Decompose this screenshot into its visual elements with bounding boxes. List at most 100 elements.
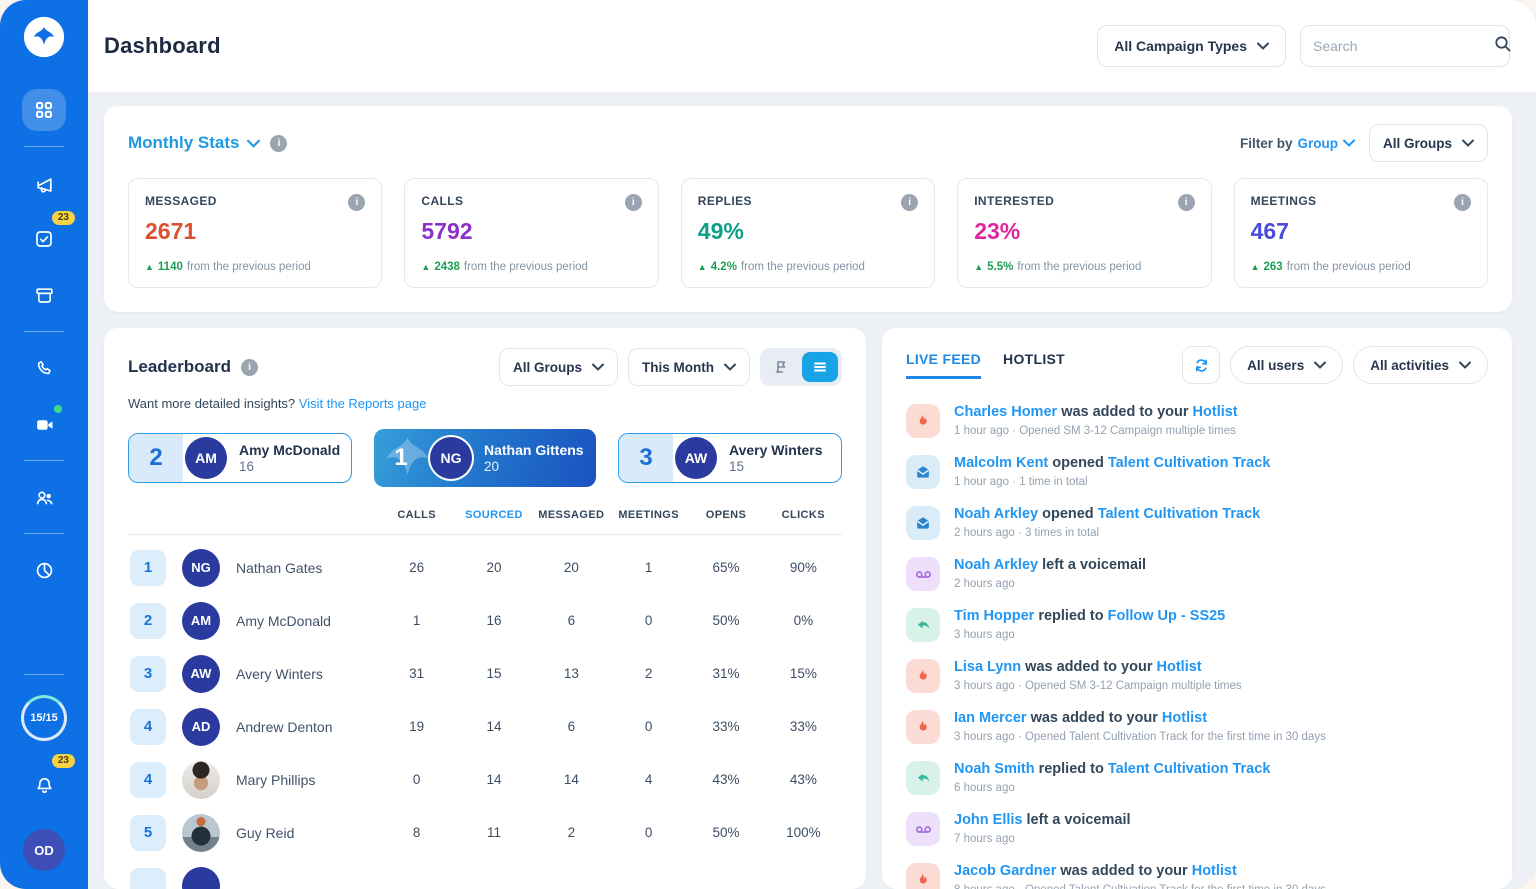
search-input[interactable] (1313, 38, 1494, 54)
sidebar-item-reports[interactable] (22, 549, 66, 591)
feed-target-link[interactable]: Follow Up - SS25 (1108, 608, 1226, 624)
podium-card-rank-2[interactable]: 2 AM Amy McDonald 16 (128, 433, 352, 483)
sidebar-item-calls[interactable] (22, 347, 66, 389)
info-icon[interactable]: i (241, 359, 258, 376)
podium-card-rank-1[interactable]: 1 NG Nathan Gittens 20 (374, 429, 596, 487)
feed-target-link[interactable]: Hotlist (1157, 659, 1202, 675)
info-icon[interactable]: i (625, 194, 642, 211)
column-header-clicks[interactable]: CLICKS (765, 509, 842, 521)
tab-live-feed[interactable]: LIVE FEED (906, 351, 981, 379)
feed-person-link[interactable]: Noah Arkley (954, 557, 1038, 573)
info-icon[interactable]: i (348, 194, 365, 211)
feed-target-link[interactable]: Talent Cultivation Track (1108, 761, 1271, 777)
feed-target-link[interactable]: Talent Cultivation Track (1098, 506, 1261, 522)
feed-item[interactable]: Lisa Lynn was added to your Hotlist 3 ho… (906, 659, 1488, 693)
feed-item[interactable]: Charles Homer was added to your Hotlist … (906, 404, 1488, 438)
feed-text: John Ellis left a voicemail (954, 812, 1131, 829)
sidebar-item-campaigns[interactable] (22, 162, 66, 204)
sidebar-item-meetings[interactable] (22, 403, 66, 445)
campaign-type-filter[interactable]: All Campaign Types (1097, 25, 1286, 67)
column-header-sourced[interactable]: SOURCED (455, 509, 532, 521)
feed-target-link[interactable]: Talent Cultivation Track (1108, 455, 1271, 471)
list-view-button[interactable] (802, 352, 838, 382)
rank-badge: 2 (130, 603, 166, 639)
feed-person-link[interactable]: Charles Homer (954, 404, 1057, 420)
table-row[interactable]: 5 Guy Reid 8112050%100% (128, 806, 842, 859)
leaderboard-view-toggle (760, 348, 842, 386)
chevron-down-icon (724, 363, 736, 371)
sidebar-item-contacts[interactable] (22, 476, 66, 518)
feed-item[interactable]: Tim Hopper replied to Follow Up - SS25 3… (906, 608, 1488, 642)
divider (24, 146, 64, 147)
feed-person-link[interactable]: Jacob Gardner (954, 863, 1056, 879)
feed-item[interactable]: Ian Mercer was added to your Hotlist 3 h… (906, 710, 1488, 744)
info-icon[interactable]: i (270, 135, 287, 152)
feed-item[interactable]: Noah Smith replied to Talent Cultivation… (906, 761, 1488, 795)
column-header-calls[interactable]: CALLS (378, 509, 455, 521)
feed-meta: 6 hours ago (954, 782, 1270, 794)
info-icon[interactable]: i (1454, 194, 1471, 211)
leaderboard-period-filter[interactable]: This Month (628, 348, 750, 386)
activities-filter[interactable]: All activities (1353, 346, 1488, 384)
column-header-messaged[interactable]: MESSAGED (533, 509, 610, 521)
tasks-badge: 23 (52, 211, 75, 225)
topbar: Dashboard All Campaign Types (88, 0, 1536, 92)
feed-target-link[interactable]: Hotlist (1162, 710, 1207, 726)
table-row[interactable]: 4 AD Andrew Denton 19146033%33% (128, 700, 842, 753)
table-row-partial[interactable] (128, 859, 842, 889)
flame-icon (914, 667, 932, 685)
feed-item[interactable]: Malcolm Kent opened Talent Cultivation T… (906, 455, 1488, 489)
avatar: AM (185, 437, 227, 479)
sidebar-item-inbox[interactable] (22, 274, 66, 316)
monthly-stats-dropdown[interactable]: Monthly Stats (128, 133, 260, 153)
notifications-button[interactable]: 23 (22, 764, 66, 806)
reports-page-link[interactable]: Visit the Reports page (299, 396, 427, 411)
table-row[interactable]: 2 AM Amy McDonald 1166050%0% (128, 594, 842, 647)
feed-person-link[interactable]: John Ellis (954, 812, 1023, 828)
leaderboard-card: Leaderboard i All Groups This Month (104, 328, 866, 889)
feed-item[interactable]: Noah Arkley opened Talent Cultivation Tr… (906, 506, 1488, 540)
stat-delta: ▲ 4.2% from the previous period (698, 261, 918, 273)
leaderboard-groups-filter[interactable]: All Groups (499, 348, 618, 386)
table-row[interactable]: 1 NG Nathan Gates 262020165%90% (128, 541, 842, 594)
whale-logo-icon[interactable] (21, 14, 67, 60)
row-value: 20 (533, 560, 610, 575)
filter-by-group[interactable]: Filter by Group (1240, 136, 1355, 151)
feed-person-link[interactable]: Lisa Lynn (954, 659, 1021, 675)
feed-target-link[interactable]: Hotlist (1193, 404, 1238, 420)
table-row[interactable]: 3 AW Avery Winters 311513231%15% (128, 647, 842, 700)
users-filter[interactable]: All users (1230, 346, 1343, 384)
table-row[interactable]: 4 Mary Phillips 01414443%43% (128, 753, 842, 806)
podium-view-button[interactable] (764, 352, 800, 382)
period-filter-label: This Month (642, 360, 714, 375)
arrow-up-icon: ▲ (145, 262, 154, 272)
podium-card-rank-3[interactable]: 3 AW Avery Winters 15 (618, 433, 842, 483)
feed-target-link[interactable]: Hotlist (1192, 863, 1237, 879)
info-icon[interactable]: i (901, 194, 918, 211)
sidebar-item-dashboard[interactable] (22, 89, 66, 131)
podium-icon (774, 359, 790, 375)
feed-item[interactable]: Noah Arkley left a voicemail 2 hours ago (906, 557, 1488, 591)
feed-person-link[interactable]: Noah Arkley (954, 506, 1038, 522)
feed-person-link[interactable]: Malcolm Kent (954, 455, 1048, 471)
column-header-opens[interactable]: OPENS (687, 509, 764, 521)
all-groups-filter[interactable]: All Groups (1369, 124, 1488, 162)
stat-delta: ▲ 2438 from the previous period (421, 261, 641, 273)
info-icon[interactable]: i (1178, 194, 1195, 211)
feed-person-link[interactable]: Noah Smith (954, 761, 1035, 777)
quota-ring[interactable]: 15/15 (21, 695, 67, 741)
feed-item[interactable]: Jacob Gardner was added to your Hotlist … (906, 863, 1488, 889)
user-avatar[interactable]: OD (23, 829, 65, 871)
search-icon[interactable] (1494, 35, 1512, 58)
tab-hotlist[interactable]: HOTLIST (1003, 351, 1065, 379)
feed-item[interactable]: John Ellis left a voicemail 7 hours ago (906, 812, 1488, 846)
feed-text: Charles Homer was added to your Hotlist (954, 404, 1238, 421)
divider (24, 331, 64, 332)
refresh-button[interactable] (1182, 346, 1220, 384)
row-name: Andrew Denton (236, 719, 333, 735)
column-header-meetings[interactable]: MEETINGS (610, 509, 687, 521)
feed-person-link[interactable]: Ian Mercer (954, 710, 1027, 726)
filter-by-value: Group (1297, 136, 1338, 151)
feed-person-link[interactable]: Tim Hopper (954, 608, 1034, 624)
sidebar-item-tasks[interactable]: 23 (22, 218, 66, 260)
